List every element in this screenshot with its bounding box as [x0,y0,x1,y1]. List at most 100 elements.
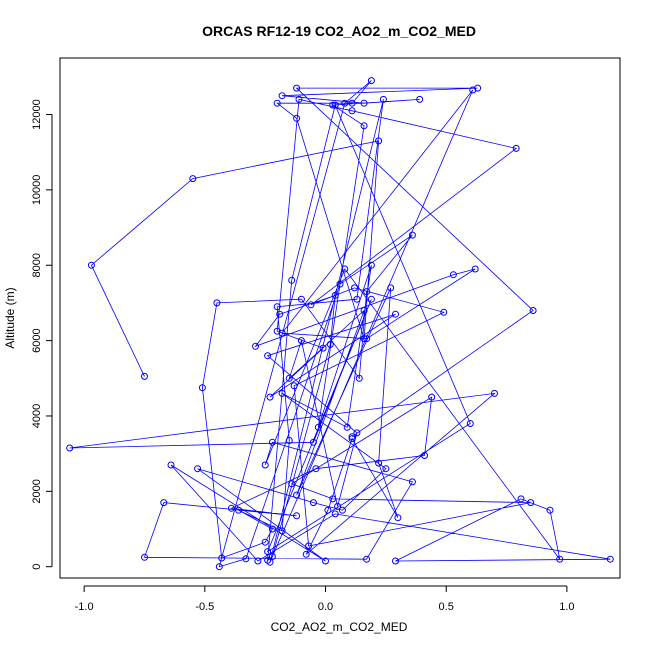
data-point [213,299,221,307]
data-point [194,465,202,473]
data-point [428,393,436,401]
data-point [379,95,387,103]
data-point [254,557,262,565]
data-point [297,337,305,345]
data-point [288,276,296,284]
data-point [360,307,368,314]
data-point [66,444,74,452]
data-point [297,295,305,303]
data-point [556,555,564,563]
data-point [527,499,535,507]
data-point [276,310,284,318]
y-axis: 0 2000 4000 6000 8000 10000 12000 [31,99,53,570]
data-point [348,99,356,107]
data-point [546,506,554,514]
data-point [264,352,272,360]
data-point [273,99,281,107]
data-point [471,265,479,273]
y-axis-label: Altitude (m) [3,287,17,348]
data-point [331,101,339,109]
data-point [529,307,537,314]
x-axis-label: CO2_AO2_m_CO2_MED [271,620,408,634]
data-point [517,495,525,503]
data-point [314,423,322,431]
data-point [309,499,317,507]
series-layer [66,77,614,571]
data-point [198,384,206,392]
x-axis: -1.0 -0.5 0.0 0.5 1.0 [75,585,575,613]
y-tick-label: 12000 [31,99,43,130]
data-point [285,437,293,444]
y-tick-label: 10000 [31,175,43,206]
data-point [329,495,337,503]
data-point [235,506,243,514]
data-point [416,95,424,103]
chart-title: ORCAS RF12-19 CO2_AO2_m_CO2_MED [202,23,476,39]
data-point [392,557,399,565]
data-point [367,77,375,85]
data-point [408,231,416,239]
data-point [319,344,327,352]
x-tick-label: -0.5 [195,601,214,613]
data-point [324,506,332,514]
data-point [466,420,474,427]
data-point [268,438,276,446]
data-point [189,175,197,183]
data-point [285,374,293,382]
data-point [469,86,477,94]
data-point [278,92,286,100]
data-point [288,480,296,488]
data-point [322,557,329,565]
data-point [382,465,390,473]
data-point [336,280,344,288]
data-point [363,555,371,563]
x-tick-label: 1.0 [559,601,574,613]
data-point [87,261,95,269]
data-point [341,99,349,107]
data-point [343,423,351,431]
data-point [331,291,339,299]
data-point [363,288,371,296]
data-point [363,335,371,343]
plot-frame [59,57,621,579]
data-point [606,555,614,563]
data-point [360,99,368,107]
data-point [334,502,342,510]
data-point [312,465,320,473]
data-point [273,303,281,311]
data-point [218,554,226,562]
series-line [69,80,611,568]
data-point [331,510,339,518]
data-point [215,563,223,571]
data-point [278,389,286,397]
y-tick-label: 8000 [31,253,43,277]
data-point [293,491,301,499]
data-point [348,433,356,441]
data-point [305,542,313,550]
data-point [160,499,168,507]
data-point [387,284,395,292]
data-point [512,144,520,152]
data-point [474,84,482,92]
data-point [242,555,250,563]
data-point [367,295,375,303]
data-point [290,382,298,390]
data-point [264,556,272,564]
data-point [264,548,272,556]
data-point [266,393,274,401]
data-point [141,553,148,561]
data-point [141,372,148,380]
data-point [375,459,383,467]
y-tick-label: 4000 [31,404,43,428]
data-point [273,327,281,335]
x-tick-label: 0.0 [318,601,333,613]
data-point [326,340,334,348]
data-point [302,550,310,558]
data-point [341,265,349,273]
data-point [355,374,363,382]
y-tick-label: 6000 [31,328,43,352]
x-tick-label: -1.0 [75,601,94,613]
data-point [309,438,317,446]
data-point [307,301,315,309]
